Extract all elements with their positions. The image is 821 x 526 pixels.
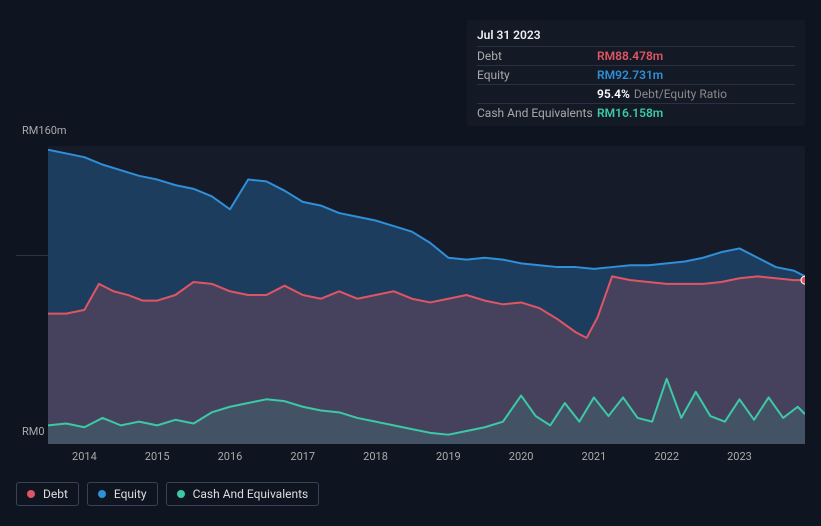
tooltip-row-label xyxy=(477,87,597,101)
tooltip-row: DebtRM88.478m xyxy=(477,46,795,65)
tooltip-row-value: RM92.731m xyxy=(597,68,663,82)
x-tick: 2020 xyxy=(509,450,534,463)
tooltip-row: 95.4%Debt/Equity Ratio xyxy=(477,84,795,103)
legend-item-equity[interactable]: Equity xyxy=(87,482,158,506)
x-tick: 2023 xyxy=(727,450,752,463)
tooltip-date: Jul 31 2023 xyxy=(477,28,795,42)
x-tick: 2018 xyxy=(363,450,388,463)
legend-dot-icon xyxy=(98,490,106,498)
tooltip-row-value: RM16.158m xyxy=(597,106,663,120)
legend-item-cash-and-equivalents[interactable]: Cash And Equivalents xyxy=(166,482,320,506)
legend-dot-icon xyxy=(27,490,35,498)
legend-label: Equity xyxy=(114,487,147,501)
y-axis-max-label: RM160m xyxy=(22,124,67,137)
x-tick: 2017 xyxy=(290,450,315,463)
legend-label: Cash And Equivalents xyxy=(193,487,309,501)
tooltip-row-suffix: Debt/Equity Ratio xyxy=(634,87,727,101)
legend-label: Debt xyxy=(43,487,68,501)
x-tick: 2021 xyxy=(582,450,607,463)
tooltip-row-label: Cash And Equivalents xyxy=(477,106,597,120)
x-tick: 2015 xyxy=(145,450,170,463)
legend-item-debt[interactable]: Debt xyxy=(16,482,79,506)
tooltip-row-label: Debt xyxy=(477,49,597,63)
x-tick: 2019 xyxy=(436,450,461,463)
debt-end-marker xyxy=(801,276,805,284)
tooltip-row-value: 95.4%Debt/Equity Ratio xyxy=(597,87,727,101)
x-tick: 2016 xyxy=(218,450,243,463)
x-tick: 2022 xyxy=(654,450,679,463)
tooltip-panel: Jul 31 2023 DebtRM88.478mEquityRM92.731m… xyxy=(467,20,805,126)
legend-dot-icon xyxy=(177,490,185,498)
legend: Debt Equity Cash And Equivalents xyxy=(16,482,319,506)
tooltip-row: Cash And EquivalentsRM16.158m xyxy=(477,103,795,122)
tooltip-row-value: RM88.478m xyxy=(597,49,663,63)
chart-area[interactable] xyxy=(48,146,805,444)
y-axis-min-label: RM0 xyxy=(22,425,45,438)
x-tick: 2014 xyxy=(72,450,97,463)
tooltip-row: EquityRM92.731m xyxy=(477,65,795,84)
tooltip-row-label: Equity xyxy=(477,68,597,82)
x-axis: 2014 2015 2016 2017 2018 2019 2020 2021 2022 2023 xyxy=(48,448,805,468)
